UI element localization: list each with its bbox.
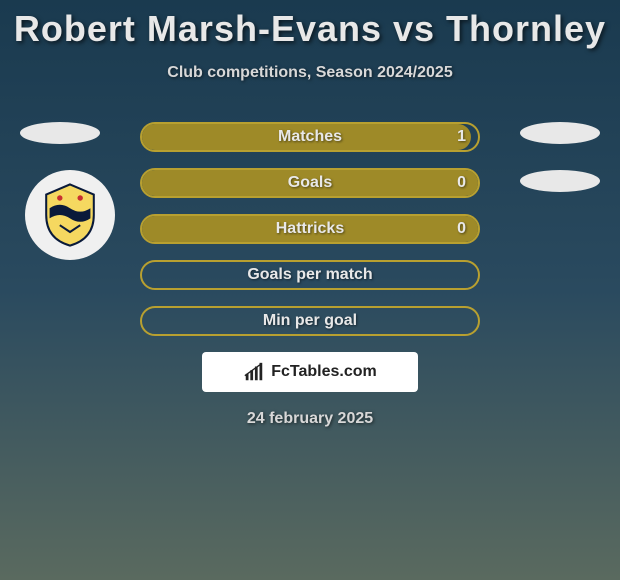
chart-icon — [243, 361, 265, 383]
stat-bar: Goals 0 — [140, 168, 480, 198]
stat-bar-value: 1 — [457, 128, 466, 146]
stat-bar: Hattricks 0 — [140, 214, 480, 244]
stat-bar-label: Hattricks — [276, 220, 344, 238]
stat-bar: Goals per match — [140, 260, 480, 290]
stat-bar-label: Goals per match — [247, 266, 372, 284]
stat-bar: Min per goal — [140, 306, 480, 336]
stat-bar-label: Matches — [278, 128, 342, 146]
stat-bar-value: 0 — [457, 174, 466, 192]
stat-bars: Matches 1 Goals 0 Hattricks 0 Goals per match M… — [140, 122, 480, 336]
subtitle: Club competitions, Season 2024/2025 — [0, 64, 620, 82]
player-right-placeholder-1 — [520, 122, 600, 144]
stat-bar-label: Min per goal — [263, 312, 357, 330]
watermark-badge: FcTables.com — [202, 352, 418, 392]
stat-bar: Matches 1 — [140, 122, 480, 152]
club-crest-icon — [25, 170, 115, 260]
comparison-panel: Matches 1 Goals 0 Hattricks 0 Goals per match M… — [0, 122, 620, 428]
stat-bar-label: Goals — [288, 174, 332, 192]
player-right-placeholder-2 — [520, 170, 600, 192]
player-left-placeholder — [20, 122, 100, 144]
page-title: Robert Marsh-Evans vs Thornley — [0, 0, 620, 50]
stat-bar-value: 0 — [457, 220, 466, 238]
watermark-text: FcTables.com — [271, 363, 377, 381]
date-label: 24 february 2025 — [0, 410, 620, 428]
